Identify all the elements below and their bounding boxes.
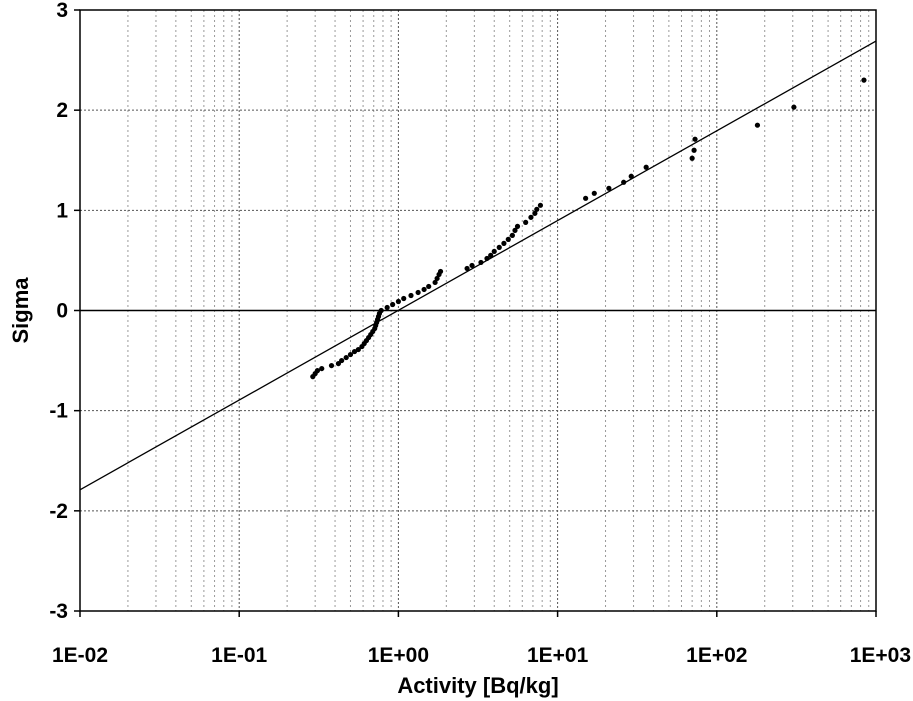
data-point	[501, 240, 507, 246]
data-point	[319, 365, 325, 372]
y-tick-label: -1	[49, 400, 68, 423]
data-point	[606, 185, 612, 191]
data-point	[537, 202, 544, 208]
data-point	[351, 348, 358, 355]
data-point	[591, 190, 597, 196]
data-point	[534, 206, 540, 212]
data-point	[861, 77, 867, 83]
data-point	[791, 104, 797, 110]
data-point	[484, 255, 490, 262]
data-point	[583, 195, 589, 201]
data-point	[691, 147, 697, 153]
data-point	[355, 346, 361, 353]
data-point	[314, 368, 321, 374]
x-axis-label: Activity [Bq/kg]	[397, 673, 558, 698]
fit-line-group	[79, 40, 877, 491]
y-tick-label: -2	[49, 500, 68, 523]
x-tick-label: 1E+03	[850, 644, 911, 667]
data-point	[754, 122, 761, 128]
data-point	[689, 155, 695, 161]
data-point	[512, 227, 518, 233]
fit-line	[79, 40, 877, 491]
data-point	[514, 223, 521, 229]
data-point	[384, 304, 390, 311]
data-point	[491, 248, 497, 255]
data-point	[408, 292, 414, 299]
data-point	[415, 289, 421, 296]
data-point	[628, 173, 634, 179]
data-point	[421, 286, 427, 293]
y-axis-ticks: 3 2 1 0 -1 -2 -3	[49, 0, 80, 623]
data-point	[469, 262, 475, 269]
data-point	[523, 219, 529, 225]
y-tick-label: 3	[56, 0, 68, 22]
data-point	[505, 236, 511, 242]
data-point	[488, 252, 494, 259]
x-tick-label: 1E+00	[368, 644, 429, 667]
y-tick-label: -3	[49, 600, 68, 623]
data-point	[378, 307, 384, 314]
data-point	[643, 164, 649, 170]
x-tick-label: 1E-02	[52, 644, 108, 667]
data-point	[343, 354, 349, 361]
data-point	[426, 283, 432, 290]
data-point	[401, 295, 407, 302]
data-point	[692, 136, 698, 142]
data-point	[339, 357, 345, 364]
data-point	[509, 232, 515, 238]
data-point	[434, 275, 440, 282]
data-point	[496, 244, 502, 250]
y-tick-label: 0	[56, 300, 68, 323]
data-point	[328, 362, 335, 369]
y-axis-label: Sigma	[8, 277, 33, 344]
x-axis-ticks: 1E-02 1E-01 1E+00 1E+01 1E+02 1E+03	[52, 611, 911, 667]
data-point	[528, 214, 534, 220]
data-point	[395, 298, 401, 305]
data-point	[532, 210, 538, 216]
data-points	[310, 77, 867, 380]
data-point	[347, 351, 354, 358]
data-point	[432, 279, 438, 286]
data-point	[464, 265, 470, 272]
y-tick-label: 2	[56, 99, 68, 122]
x-tick-label: 1E-01	[211, 644, 267, 667]
data-point	[621, 179, 627, 185]
y-tick-label: 1	[56, 199, 68, 222]
data-point	[437, 268, 444, 275]
data-point	[478, 259, 484, 266]
x-tick-label: 1E+02	[686, 644, 747, 667]
x-tick-label: 1E+01	[527, 644, 589, 667]
data-point	[390, 301, 396, 308]
